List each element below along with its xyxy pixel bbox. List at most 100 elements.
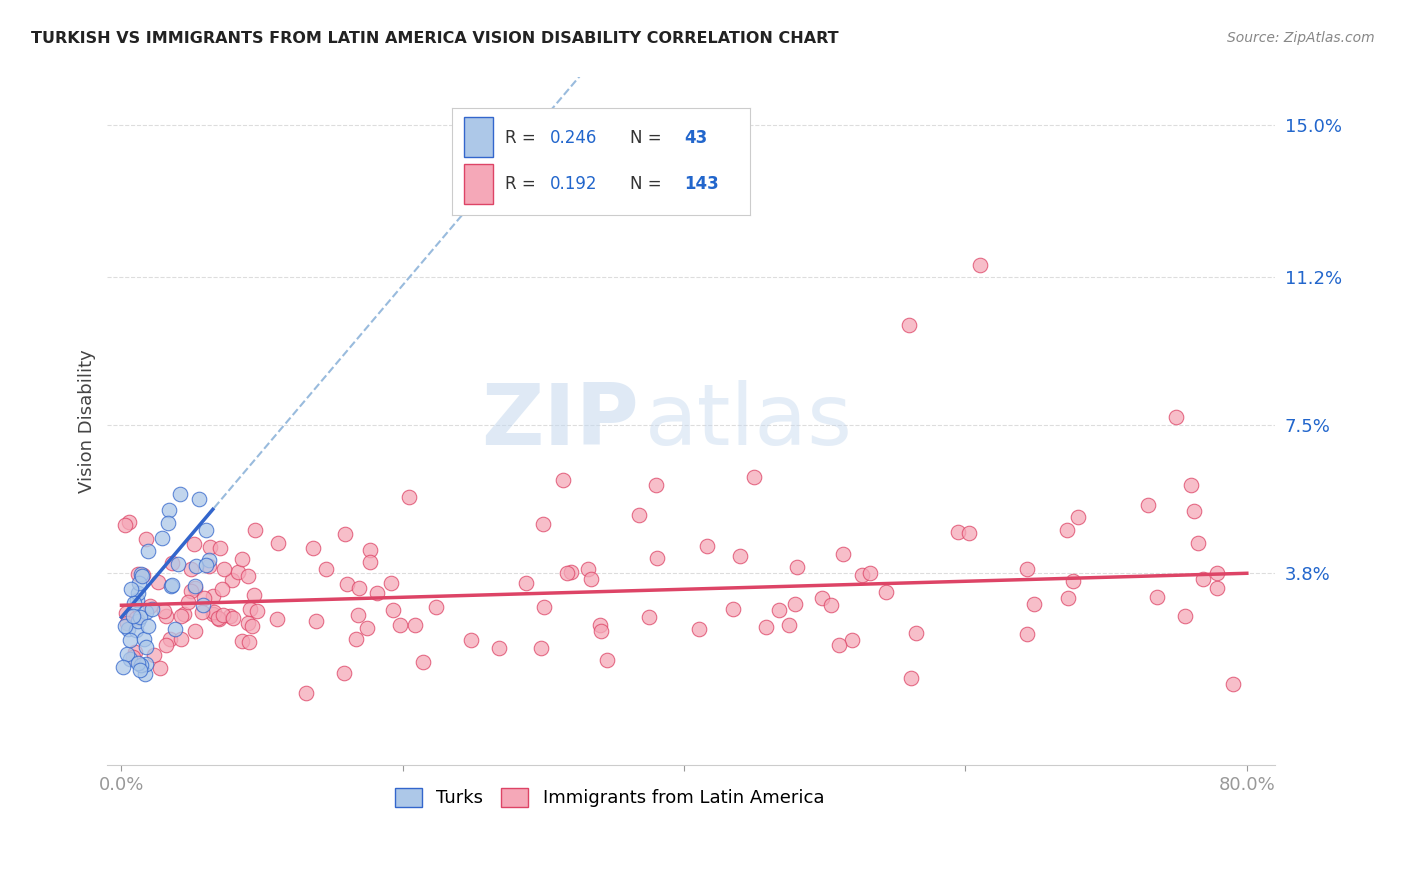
Point	[579, 572, 602, 586]
Point	[129, 663, 152, 677]
Point	[333, 527, 356, 541]
Point	[159, 632, 181, 647]
Point	[560, 565, 582, 579]
Point	[180, 562, 202, 576]
Point	[240, 619, 263, 633]
Point	[1056, 523, 1078, 537]
Point	[1166, 410, 1188, 425]
Point	[460, 633, 482, 648]
Point	[131, 569, 153, 583]
Point	[1017, 627, 1039, 641]
Point	[114, 619, 136, 633]
Point	[170, 632, 193, 646]
Point	[127, 586, 149, 600]
Point	[208, 611, 231, 625]
Point	[128, 576, 150, 591]
Point	[301, 541, 323, 556]
Point	[183, 624, 205, 638]
Point	[207, 610, 229, 624]
Point	[195, 523, 218, 537]
Point	[425, 600, 447, 615]
Point	[195, 558, 218, 573]
Point	[231, 552, 253, 566]
Point	[245, 604, 267, 618]
Point	[645, 478, 668, 492]
Point	[129, 658, 152, 673]
Point	[120, 652, 142, 666]
Y-axis label: Vision Disability: Vision Disability	[79, 350, 96, 493]
Point	[149, 660, 172, 674]
Point	[591, 624, 613, 638]
Point	[696, 539, 718, 553]
Point	[832, 547, 855, 561]
Point	[488, 640, 510, 655]
Point	[112, 660, 135, 674]
Point	[1022, 597, 1045, 611]
Point	[551, 474, 574, 488]
Point	[197, 559, 219, 574]
Point	[127, 567, 149, 582]
Point	[124, 645, 146, 659]
Point	[180, 584, 202, 599]
Point	[211, 607, 233, 622]
Point	[356, 621, 378, 635]
Point	[898, 318, 921, 333]
Point	[238, 635, 260, 649]
Point	[1187, 536, 1209, 550]
Point	[859, 566, 882, 580]
Point	[851, 567, 873, 582]
Point	[900, 671, 922, 685]
Point	[156, 516, 179, 530]
Point	[1205, 581, 1227, 595]
Point	[231, 634, 253, 648]
Point	[184, 579, 207, 593]
Point	[139, 599, 162, 614]
Text: atlas: atlas	[644, 380, 852, 463]
Point	[1057, 591, 1080, 605]
Point	[1062, 574, 1084, 589]
Point	[118, 515, 141, 529]
Point	[211, 582, 233, 596]
Point	[129, 610, 152, 624]
Text: ZIP: ZIP	[481, 380, 638, 463]
Point	[828, 638, 851, 652]
Point	[208, 541, 231, 555]
Text: Source: ZipAtlas.com: Source: ZipAtlas.com	[1227, 31, 1375, 45]
Point	[904, 626, 927, 640]
Point	[236, 615, 259, 630]
Point	[627, 508, 650, 522]
Point	[155, 608, 177, 623]
Point	[201, 590, 224, 604]
Point	[127, 615, 149, 629]
Point	[841, 633, 863, 648]
Point	[347, 607, 370, 622]
Point	[163, 622, 186, 636]
Point	[1015, 562, 1038, 576]
Point	[186, 559, 208, 574]
Point	[1222, 677, 1244, 691]
Point	[702, 178, 724, 193]
Point	[783, 597, 806, 611]
Point	[295, 686, 318, 700]
Point	[1146, 590, 1168, 604]
Point	[129, 566, 152, 581]
Point	[169, 609, 191, 624]
Point	[555, 566, 578, 580]
Point	[146, 575, 169, 590]
Point	[143, 648, 166, 663]
Point	[202, 605, 225, 619]
Point	[127, 656, 149, 670]
Point	[198, 540, 221, 554]
Point	[122, 649, 145, 664]
Point	[132, 567, 155, 582]
Point	[786, 560, 808, 574]
Point	[596, 653, 619, 667]
Point	[114, 517, 136, 532]
Point	[238, 568, 260, 582]
Point	[118, 632, 141, 647]
Point	[134, 666, 156, 681]
Point	[336, 576, 359, 591]
Point	[132, 632, 155, 647]
Point	[153, 604, 176, 618]
Point	[576, 562, 599, 576]
